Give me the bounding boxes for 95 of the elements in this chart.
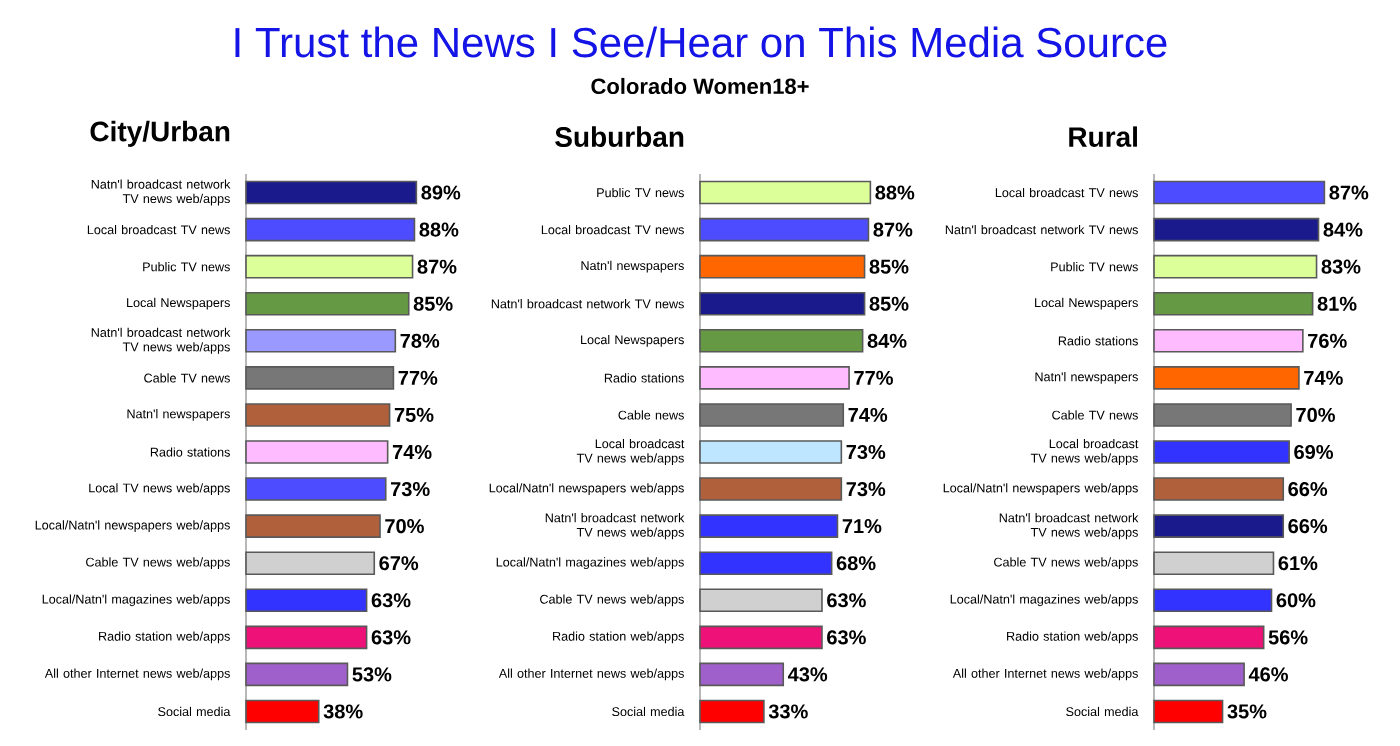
data-label: 73% (846, 481, 886, 497)
chart-title: Suburban (555, 126, 684, 147)
bar (699, 699, 765, 724)
bar (1153, 180, 1326, 205)
data-label: 66% (1288, 482, 1328, 497)
data-label: 60% (1276, 593, 1316, 608)
bar (1153, 403, 1292, 427)
bar (245, 625, 368, 650)
data-label: 61% (1278, 556, 1318, 571)
bar (699, 625, 823, 650)
bar (1153, 254, 1318, 279)
data-label: 77% (854, 370, 893, 385)
data-label: 73% (391, 481, 430, 497)
data-label: 74% (392, 444, 432, 460)
data-label: 66% (1288, 519, 1328, 534)
data-label: 56% (1268, 630, 1308, 645)
data-label: 69% (1294, 444, 1334, 460)
bar (245, 662, 349, 687)
bar (699, 217, 870, 242)
data-label: 63% (371, 593, 411, 608)
data-label: 33% (768, 704, 808, 719)
bar (245, 477, 387, 501)
data-label: 75% (394, 407, 434, 422)
data-label: 67% (379, 556, 419, 571)
bar (245, 217, 416, 242)
data-label: 85% (869, 296, 909, 311)
data-label: 88% (419, 222, 459, 237)
data-label: 73% (846, 444, 886, 460)
bar (245, 699, 320, 724)
data-label: 89% (421, 185, 461, 200)
bar (699, 403, 845, 427)
data-label: 81% (1317, 296, 1357, 311)
data-label: 53% (352, 667, 392, 682)
bar (1153, 217, 1320, 242)
bar (699, 477, 843, 501)
data-label: 63% (371, 630, 411, 645)
bar (1153, 440, 1290, 464)
bar (245, 588, 368, 613)
bar (699, 180, 872, 205)
data-label: 43% (787, 667, 828, 682)
bar (245, 403, 391, 427)
bar (1153, 477, 1285, 501)
bar (699, 440, 843, 464)
bar (1153, 588, 1273, 613)
data-label: 87% (417, 259, 457, 274)
bar (1153, 291, 1314, 316)
data-label: 87% (1329, 185, 1369, 200)
text: Colorado Women18+ (591, 77, 809, 95)
data-label: 46% (1248, 667, 1288, 682)
bar (1153, 551, 1275, 576)
data-label: 63% (827, 593, 866, 608)
bar (1153, 514, 1285, 538)
data-label: 68% (836, 556, 876, 571)
data-label: 85% (869, 259, 909, 274)
bar (245, 254, 414, 279)
bar (699, 291, 866, 316)
data-label: 85% (413, 296, 453, 311)
data-label: 87% (873, 222, 913, 237)
bar (1153, 366, 1300, 390)
data-label: 71% (842, 519, 882, 534)
data-label: 70% (1296, 407, 1335, 423)
bar (245, 551, 376, 576)
bar (245, 291, 410, 316)
bar (699, 366, 850, 390)
data-label: 78% (400, 333, 440, 348)
bar (1153, 662, 1245, 687)
data-label: 63% (827, 630, 866, 645)
bar (245, 440, 389, 464)
bar (245, 514, 381, 538)
bar (699, 329, 864, 353)
bar (245, 329, 397, 353)
bar (699, 254, 866, 279)
chart-title: Rural (1069, 126, 1137, 147)
data-label: 84% (1323, 222, 1363, 237)
bar (699, 551, 833, 576)
bar (1153, 625, 1265, 650)
data-label: 76% (1308, 333, 1347, 348)
bar (699, 514, 839, 538)
data-label: 35% (1227, 704, 1267, 719)
data-label: 74% (1304, 370, 1343, 385)
data-label: 77% (398, 370, 438, 385)
data-label: 38% (323, 704, 363, 719)
bar (245, 366, 395, 390)
data-label: 88% (875, 185, 915, 200)
bar (1153, 329, 1304, 353)
text: I Trust the News I See/Hear on This Media Source (235, 26, 1167, 58)
bar (1153, 699, 1224, 724)
data-label: 70% (385, 519, 424, 534)
data-label: 83% (1321, 259, 1361, 274)
bar (699, 662, 785, 687)
data-label: 84% (867, 333, 907, 348)
data-label: 74% (848, 407, 888, 422)
bar (245, 180, 418, 205)
bar (699, 588, 823, 613)
chart-title: City/Urban (90, 120, 230, 147)
